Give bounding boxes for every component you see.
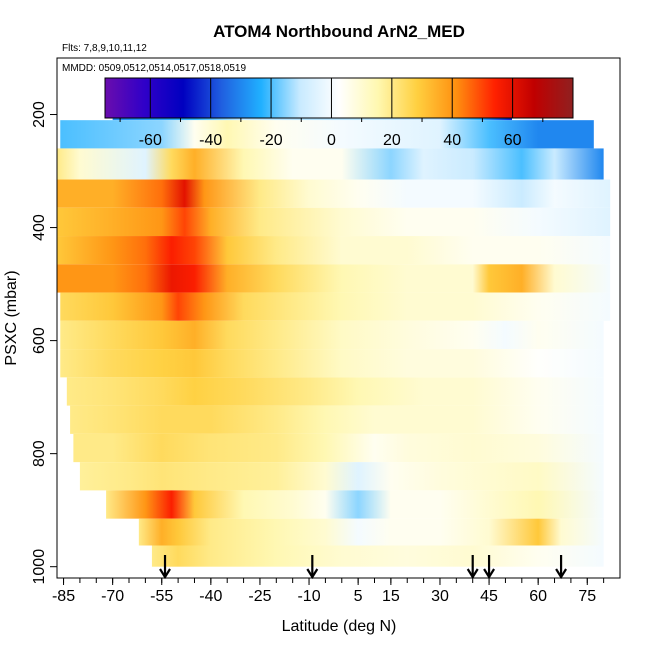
y-tick-label: 600	[31, 327, 48, 354]
x-tick-label: -85	[52, 588, 75, 605]
heatmap-layer	[70, 405, 604, 434]
x-tick-label: 75	[578, 588, 596, 605]
colorbar-tick-label: -20	[260, 132, 283, 149]
x-tick-label: 60	[529, 588, 547, 605]
heatmap-layer	[106, 490, 604, 519]
heatmap-layer	[79, 462, 604, 491]
chart-title: ATOM4 Northbound ArN2_MED	[213, 22, 465, 41]
x-tick-label: -55	[150, 588, 173, 605]
dates-label: MMDD: 0509,0512,0514,0517,0518,0519	[62, 63, 246, 74]
colorbar-tick-label: 60	[504, 132, 522, 149]
x-tick-label: -40	[199, 588, 222, 605]
x-tick-label: 45	[480, 588, 498, 605]
colorbar-tick-label: 40	[443, 132, 461, 149]
colorbar-gradient	[104, 77, 574, 119]
colorbar-tick-label: 20	[383, 132, 401, 149]
y-tick-label: 800	[31, 440, 48, 467]
x-tick-label: -70	[101, 588, 124, 605]
y-axis-label: PSXC (mbar)	[3, 270, 20, 365]
heatmap-layer	[60, 292, 611, 321]
arrow-head	[159, 568, 171, 580]
heatmap-layer	[57, 236, 611, 265]
heatmap-layer	[66, 377, 604, 406]
x-tick-label: 30	[431, 588, 449, 605]
y-axis: 200 400 600 800 1000	[31, 101, 57, 584]
arrow-head	[555, 568, 568, 580]
colorbar-tick-label: -40	[199, 132, 222, 149]
flights-label: Flts: 7,8,9,10,11,12	[62, 43, 147, 54]
heatmap-layer	[60, 320, 604, 350]
colorbar-tick-label: -60	[139, 132, 162, 149]
x-tick-label: 5	[354, 588, 363, 605]
arrow-head	[466, 568, 479, 580]
heatmap-layer	[73, 433, 604, 463]
heatmap-layer	[57, 264, 611, 293]
x-tick-label: 15	[382, 588, 400, 605]
heatmap-layer	[151, 545, 604, 567]
colorbar: -60 -40 -20 0 20 40 60	[104, 77, 574, 149]
heatmap-layers	[57, 97, 611, 567]
heatmap-layer	[60, 120, 594, 149]
y-tick-label: 1000	[31, 549, 48, 585]
x-tick-label: -25	[248, 588, 271, 605]
plot-frame	[56, 57, 621, 579]
arrow-head	[306, 568, 319, 580]
x-axis-label: Latitude (deg N)	[282, 618, 397, 635]
colorbar-tick-label: 0	[327, 132, 336, 149]
heatmap-layer	[138, 518, 604, 546]
heatmap-layer	[57, 148, 604, 180]
heatmap-layer	[60, 349, 604, 378]
arrow-head	[483, 568, 496, 580]
x-tick-label: -10	[297, 588, 320, 605]
arrow-markers	[159, 555, 568, 580]
y-tick-label: 200	[31, 101, 48, 128]
heatmap-layer	[57, 179, 611, 208]
y-tick-label: 400	[31, 214, 48, 241]
x-axis: -85 -70 -55 -40 -25 -10 5 15 30 45 60 75	[52, 578, 605, 605]
heatmap-layer	[57, 207, 611, 237]
